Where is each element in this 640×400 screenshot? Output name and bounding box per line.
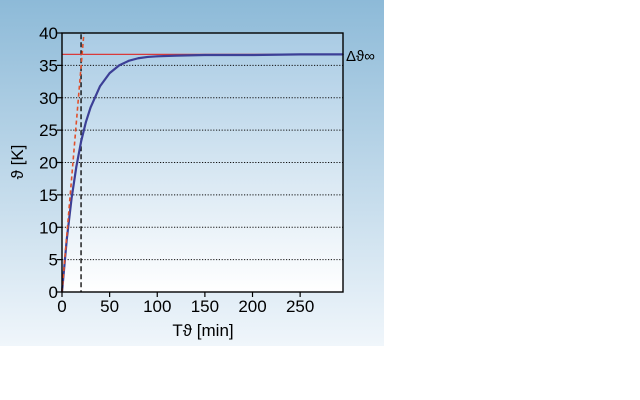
heating-curve-point-14 xyxy=(175,54,178,57)
y-axis-label: ϑ [K] xyxy=(8,145,27,180)
y-axis-ticks: 0 5 10 15 20 25 30 35 40 xyxy=(39,24,62,302)
heating-curve-point-15 xyxy=(203,54,206,56)
heating-curve-point-10 xyxy=(127,59,130,62)
heating-curve-point-3 xyxy=(75,166,78,168)
heating-curve-point-6 xyxy=(89,106,92,109)
y-tick-label-15: 15 xyxy=(39,186,58,205)
heating-curve-point-17 xyxy=(299,53,302,56)
heating-curve-point-8 xyxy=(108,72,111,75)
x-tick-label-50: 50 xyxy=(100,297,119,316)
heating-curve-point-2 xyxy=(70,197,73,200)
asymptote-label: Δϑ∞ xyxy=(346,48,375,65)
x-tick-label-0: 0 xyxy=(57,297,66,316)
x-axis-ticks: 0 50 100 150 200 250 xyxy=(57,292,314,316)
heating-curve-point-12 xyxy=(146,56,149,58)
x-tick-label-100: 100 xyxy=(143,297,171,316)
heating-curve-point-4 xyxy=(80,140,82,143)
heating-curve-point-7 xyxy=(99,85,102,87)
heating-curve-point-13 xyxy=(156,55,159,58)
x-tick-label-250: 250 xyxy=(286,297,314,316)
y-tick-label-20: 20 xyxy=(39,154,58,173)
x-tick-label-150: 150 xyxy=(191,297,219,316)
heating-curve-point-9 xyxy=(118,64,121,67)
y-tick-label-35: 35 xyxy=(39,56,58,75)
x-tick-label-200: 200 xyxy=(238,297,266,316)
chart-svg: 0 50 100 150 200 250 0 5 10 15 20 25 30 35 40 Δϑ∞ Tϑ … xyxy=(0,0,384,346)
x-axis-label: Tϑ [min] xyxy=(172,321,233,340)
y-tick-label-25: 25 xyxy=(39,121,58,140)
heating-curve-point-11 xyxy=(137,57,140,60)
y-tick-label-30: 30 xyxy=(39,89,58,108)
heating-curve-point-16 xyxy=(251,54,254,56)
tangent-line xyxy=(61,32,85,293)
heating-curve-point-5 xyxy=(84,121,87,124)
y-tick-label-0: 0 xyxy=(49,283,58,302)
y-tick-label-40: 40 xyxy=(39,24,58,43)
gridlines xyxy=(62,64,343,261)
chart-figure: 0 50 100 150 200 250 0 5 10 15 20 25 30 35 40 Δϑ∞ Tϑ … xyxy=(0,0,384,346)
y-tick-label-10: 10 xyxy=(39,218,58,237)
y-tick-label-5: 5 xyxy=(49,251,58,270)
